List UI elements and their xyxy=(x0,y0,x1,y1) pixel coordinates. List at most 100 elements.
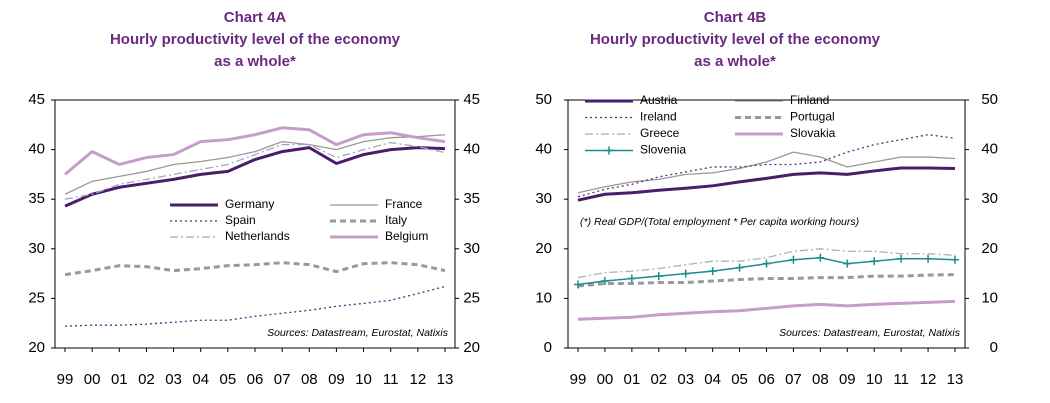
y2-tick-label: 30 xyxy=(981,190,998,207)
source-note: Sources: Datastream, Eurostat, Natixis xyxy=(779,327,961,339)
y2-tick-label: 20 xyxy=(463,339,480,356)
series-line xyxy=(64,126,446,176)
series-line xyxy=(64,146,446,208)
series-line xyxy=(577,299,956,321)
y-tick-label: 10 xyxy=(535,289,552,306)
x-tick-label: 04 xyxy=(192,371,209,388)
series-marker xyxy=(816,253,825,262)
x-tick-label: 07 xyxy=(274,371,291,388)
series-line xyxy=(577,273,956,288)
legend-label: Portugal xyxy=(790,110,835,124)
x-tick-label: 00 xyxy=(84,371,101,388)
series-marker xyxy=(735,263,744,272)
series-line xyxy=(577,166,956,202)
series-marker xyxy=(600,277,609,286)
series-line xyxy=(64,285,446,327)
chart-subtitle: Hourly productivity level of the economy xyxy=(110,31,401,48)
series-marker xyxy=(574,280,582,289)
source-note: Sources: Datastream, Eurostat, Natixis xyxy=(267,327,449,339)
chart-subtitle: as a whole* xyxy=(214,53,296,70)
legend-label: Slovakia xyxy=(790,126,836,140)
series-marker xyxy=(897,254,906,263)
x-tick-label: 01 xyxy=(624,371,641,388)
y2-tick-label: 10 xyxy=(981,289,998,306)
y-tick-label: 30 xyxy=(28,240,45,257)
x-tick-label: 06 xyxy=(247,371,264,388)
legend-label: Ireland xyxy=(640,110,677,124)
x-tick-label: 10 xyxy=(866,371,883,388)
y2-tick-label: 25 xyxy=(463,289,480,306)
x-tick-label: 04 xyxy=(704,371,721,388)
series-marker xyxy=(654,272,663,281)
y2-tick-label: 30 xyxy=(463,240,480,257)
y-tick-label: 50 xyxy=(535,91,552,108)
series-line xyxy=(64,142,446,200)
x-tick-label: 03 xyxy=(165,371,182,388)
x-tick-label: 02 xyxy=(138,371,155,388)
x-tick-label: 12 xyxy=(920,371,937,388)
y2-tick-label: 40 xyxy=(981,141,998,158)
legend-label: Austria xyxy=(640,93,678,107)
legend-marker xyxy=(605,146,613,155)
x-tick-label: 11 xyxy=(893,371,909,388)
x-tick-label: 99 xyxy=(57,371,74,388)
series-line xyxy=(577,134,956,198)
y-tick-label: 20 xyxy=(535,240,552,257)
series-marker xyxy=(843,259,852,268)
x-tick-label: 09 xyxy=(839,371,856,388)
series-marker xyxy=(627,274,636,283)
x-tick-label: 01 xyxy=(111,371,128,388)
legend-label: Spain xyxy=(225,213,256,227)
x-tick-label: 08 xyxy=(812,371,829,388)
x-tick-label: 00 xyxy=(597,371,614,388)
x-tick-label: 12 xyxy=(410,371,427,388)
y-tick-label: 40 xyxy=(28,141,45,158)
legend-label: Germany xyxy=(225,197,274,211)
x-tick-label: 13 xyxy=(437,371,454,388)
legend-label: Belgium xyxy=(385,229,428,243)
series-marker xyxy=(870,257,879,266)
x-tick-label: 06 xyxy=(758,371,775,388)
x-tick-label: 11 xyxy=(383,371,399,388)
y-tick-label: 40 xyxy=(535,141,552,158)
chart-subtitle: Hourly productivity level of the economy xyxy=(590,31,881,48)
chart-title: Chart 4B xyxy=(704,9,767,26)
x-tick-label: 10 xyxy=(355,371,372,388)
chart-subtitle: as a whole* xyxy=(694,53,776,70)
y-tick-label: 30 xyxy=(535,190,552,207)
series-marker xyxy=(924,254,933,263)
x-tick-label: 03 xyxy=(677,371,694,388)
series-line xyxy=(64,134,446,195)
x-tick-label: 05 xyxy=(731,371,748,388)
x-tick-label: 99 xyxy=(570,371,587,388)
x-tick-label: 07 xyxy=(785,371,802,388)
y-tick-label: 25 xyxy=(28,289,45,306)
x-tick-label: 13 xyxy=(947,371,964,388)
legend-label: Finland xyxy=(790,93,829,107)
y2-tick-label: 40 xyxy=(463,141,480,158)
footnote: (*) Real GDP/(Total employment * Per cap… xyxy=(580,216,859,228)
x-tick-label: 09 xyxy=(328,371,345,388)
legend-label: Slovenia xyxy=(640,143,686,157)
y2-tick-label: 45 xyxy=(463,91,480,108)
legend-label: Netherlands xyxy=(225,229,290,243)
x-tick-label: 08 xyxy=(301,371,318,388)
series-marker xyxy=(681,269,690,278)
y-tick-label: 45 xyxy=(28,91,45,108)
y2-tick-label: 35 xyxy=(463,190,480,207)
chart-title: Chart 4A xyxy=(224,9,287,26)
series-line xyxy=(577,248,956,279)
x-tick-label: 02 xyxy=(650,371,667,388)
series-line xyxy=(577,151,956,194)
y2-tick-label: 0 xyxy=(990,339,998,356)
legend-label: France xyxy=(385,197,423,211)
series-marker xyxy=(789,255,798,264)
y-tick-label: 0 xyxy=(544,339,552,356)
x-tick-label: 05 xyxy=(220,371,237,388)
legend-label: Greece xyxy=(640,126,680,140)
series-marker xyxy=(951,255,959,264)
legend-label: Italy xyxy=(385,213,407,227)
series-line xyxy=(64,261,446,277)
series-marker xyxy=(708,267,717,276)
